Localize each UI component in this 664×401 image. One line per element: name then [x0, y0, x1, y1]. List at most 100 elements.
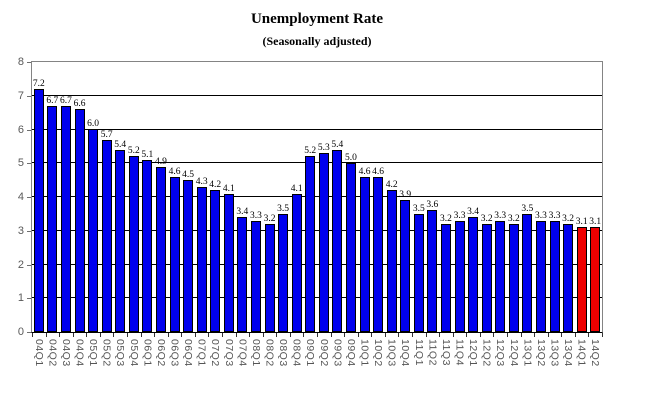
- x-axis-tick: [466, 333, 468, 337]
- x-axis-tick-label: 05Q3: [114, 339, 127, 367]
- x-axis-tick: [208, 333, 210, 337]
- x-axis-tick-label: 14Q2: [589, 339, 602, 367]
- bar-value-label: 3.1: [589, 217, 602, 227]
- x-axis-tick: [72, 333, 74, 337]
- bar-13Q1: [522, 214, 533, 332]
- gridline: [32, 297, 602, 299]
- bar-10Q3: [386, 190, 397, 332]
- bar-value-label: 3.4: [467, 207, 479, 217]
- bar-value-label: 3.3: [534, 211, 547, 221]
- gridline: [32, 196, 602, 197]
- x-axis-tick-label: 09Q1: [304, 339, 317, 367]
- x-axis-tick-label: 13Q4: [562, 339, 575, 367]
- x-axis-tick: [425, 333, 427, 337]
- bar-value-label: 3.3: [548, 211, 561, 221]
- x-axis-tick-label: 11Q3: [439, 339, 452, 366]
- bar-08Q1: [250, 221, 261, 332]
- bar-10Q1: [359, 177, 370, 332]
- bar-value-label: 5.7: [100, 130, 113, 140]
- bar-05Q4: [128, 156, 139, 332]
- bar-05Q1: [88, 129, 99, 332]
- bar-value-label: 4.1: [290, 184, 303, 194]
- bar-value-label: 3.3: [453, 211, 466, 221]
- gridline: [32, 229, 602, 231]
- x-axis-tick: [45, 333, 47, 337]
- bar-04Q3: [60, 106, 71, 332]
- x-axis-tick-label: 10Q2: [372, 339, 385, 367]
- bar-12Q4: [508, 224, 519, 332]
- bar-13Q2: [535, 221, 546, 332]
- x-axis-tick-label: 12Q1: [467, 339, 480, 367]
- x-axis-tick-label: 08Q2: [263, 339, 276, 367]
- bar-value-label: 5.1: [141, 150, 154, 160]
- x-axis-tick-label: 06Q1: [141, 339, 154, 367]
- x-axis-tick: [479, 333, 481, 337]
- x-axis-tick: [520, 333, 522, 337]
- bar-12Q1: [468, 217, 479, 332]
- x-axis-tick-label: 11Q2: [426, 339, 439, 366]
- x-axis-tick-label: 13Q2: [534, 339, 547, 367]
- x-axis-tick-label: 08Q4: [290, 339, 303, 367]
- y-axis-tick: [27, 95, 31, 97]
- y-axis-tick-label: 0: [17, 326, 24, 338]
- y-axis-tick: [27, 62, 31, 63]
- x-axis-tick-label: 08Q1: [249, 339, 262, 367]
- x-axis-tick-label: 04Q3: [59, 339, 72, 367]
- bar-value-label: 6.7: [59, 96, 72, 106]
- bar-value-label: 5.4: [114, 140, 127, 150]
- bar-value-label: 4.2: [209, 180, 222, 190]
- y-axis-tick-label: 7: [17, 89, 24, 102]
- bar-04Q4: [74, 109, 85, 332]
- bar-05Q3: [115, 150, 126, 332]
- bar-09Q4: [345, 163, 356, 332]
- bar-value-label: 3.2: [562, 214, 574, 224]
- x-axis-tick: [303, 333, 305, 337]
- bar-value-label: 5.2: [304, 146, 317, 156]
- x-axis-tick-label: 08Q3: [277, 339, 290, 367]
- bar-value-label: 5.4: [331, 140, 344, 150]
- x-axis-tick-label: 11Q4: [453, 339, 466, 366]
- x-axis-tick-label: 05Q2: [100, 339, 113, 367]
- bar-14Q1: [576, 227, 587, 332]
- y-axis-tick-label: 1: [17, 292, 24, 305]
- gridline: [32, 263, 602, 265]
- x-axis-tick-label: 12Q4: [507, 339, 520, 367]
- x-axis-tick-label: 06Q3: [168, 339, 181, 367]
- y-axis-tick: [27, 163, 31, 165]
- y-axis-tick-label: 5: [17, 157, 24, 170]
- x-axis-tick: [412, 333, 413, 337]
- bar-07Q3: [223, 194, 234, 332]
- bar-04Q1: [33, 89, 44, 332]
- bar-07Q4: [237, 217, 248, 332]
- x-axis-tick: [439, 333, 441, 337]
- x-axis-tick: [289, 333, 291, 337]
- x-axis-tick-label: 12Q3: [494, 339, 507, 367]
- bar-value-label: 3.2: [439, 214, 452, 224]
- y-axis-tick: [27, 129, 31, 131]
- bar-04Q2: [47, 106, 58, 332]
- bar-value-label: 5.0: [344, 153, 357, 163]
- bar-08Q3: [278, 214, 289, 332]
- x-axis-tick: [140, 333, 142, 337]
- bar-value-label: 3.2: [263, 214, 276, 224]
- bar-06Q4: [183, 180, 194, 332]
- bar-value-label: 3.5: [412, 204, 425, 214]
- x-axis-tick-label: 05Q1: [87, 339, 100, 367]
- bar-value-label: 4.9: [154, 157, 167, 167]
- bar-value-label: 3.1: [575, 217, 588, 227]
- x-axis-tick-label: 04Q4: [73, 339, 86, 367]
- x-axis-tick: [561, 333, 563, 337]
- x-axis-tick: [32, 333, 33, 337]
- x-axis-tick-label: 07Q2: [209, 339, 222, 367]
- x-axis-tick-label: 11Q1: [412, 339, 425, 366]
- x-axis-tick: [398, 333, 400, 337]
- bar-07Q1: [196, 187, 207, 332]
- bar-value-label: 3.2: [507, 214, 520, 224]
- x-axis-tick: [249, 333, 251, 337]
- x-axis-tick: [235, 333, 237, 337]
- bar-value-label: 6.0: [87, 119, 99, 129]
- bar-13Q4: [563, 224, 574, 332]
- bar-06Q3: [169, 177, 180, 332]
- bar-value-label: 3.4: [236, 207, 249, 217]
- x-axis-tick: [167, 333, 169, 337]
